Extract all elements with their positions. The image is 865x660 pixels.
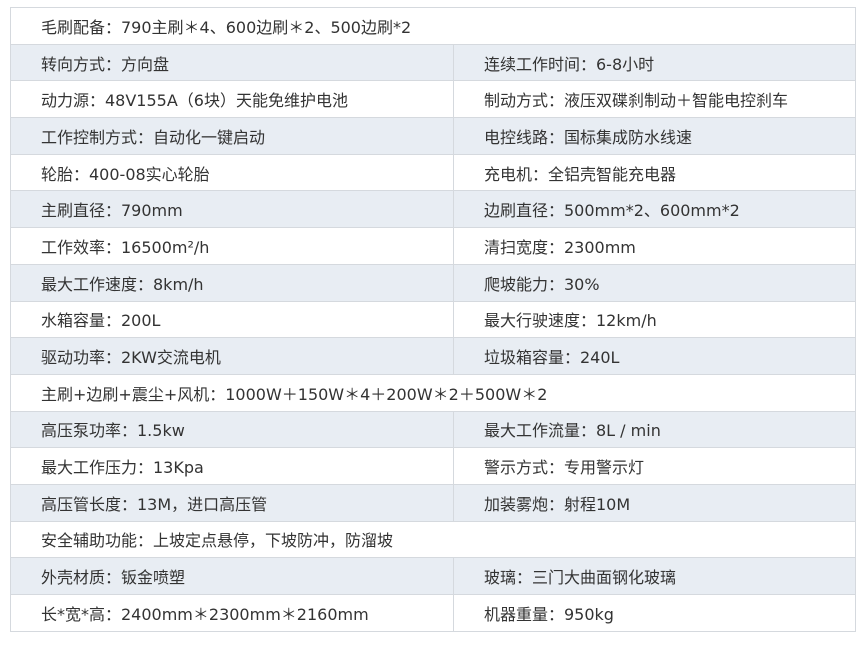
spec-cell: 制动方式：液压双碟刹制动＋智能电控刹车 (453, 80, 856, 119)
spec-row: 毛刷配备：790主刷＊4、600边刷＊2、500边刷*2 (10, 7, 856, 45)
spec-cell: 最大工作速度：8km/h (10, 263, 454, 302)
spec-row: 长*宽*高：2400mm＊2300mm＊2160mm 机器重量：950kg (10, 594, 856, 632)
spec-row: 高压管长度：13M，进口高压管 加装雾炮：射程10M (10, 483, 856, 522)
spec-cell: 充电机：全铝壳智能充电器 (453, 153, 856, 192)
spec-cell: 毛刷配备：790主刷＊4、600边刷＊2、500边刷*2 (10, 7, 856, 45)
spec-cell: 最大工作流量：8L / min (453, 410, 856, 449)
spec-cell: 水箱容量：200L (10, 300, 454, 339)
spec-row: 轮胎：400-08实心轮胎 充电机：全铝壳智能充电器 (10, 153, 856, 192)
spec-table: 毛刷配备：790主刷＊4、600边刷＊2、500边刷*2 转向方式：方向盘 连续工作… (10, 7, 856, 632)
spec-cell: 高压管长度：13M，进口高压管 (10, 483, 454, 522)
spec-cell: 长*宽*高：2400mm＊2300mm＊2160mm (10, 594, 454, 632)
spec-row: 高压泵功率：1.5kw 最大工作流量：8L / min (10, 410, 856, 449)
spec-row: 工作控制方式：自动化一键启动 电控线路：国标集成防水线速 (10, 117, 856, 155)
spec-cell: 安全辅助功能：上坡定点悬停，下坡防冲，防溜坡 (10, 520, 856, 559)
spec-cell: 外壳材质：钣金喷塑 (10, 557, 454, 595)
spec-cell: 连续工作时间：6-8小时 (453, 43, 856, 82)
spec-cell: 工作控制方式：自动化一键启动 (10, 117, 454, 155)
spec-row: 工作效率：16500m²/h 清扫宽度：2300mm (10, 227, 856, 265)
spec-cell: 高压泵功率：1.5kw (10, 410, 454, 449)
spec-cell: 垃圾箱容量：240L (453, 337, 856, 375)
spec-cell: 爬坡能力：30% (453, 263, 856, 302)
spec-cell: 驱动功率：2KW交流电机 (10, 337, 454, 375)
spec-row: 最大工作压力：13Kpa 警示方式：专用警示灯 (10, 447, 856, 485)
spec-row: 主刷直径：790mm 边刷直径：500mm*2、600mm*2 (10, 190, 856, 229)
spec-cell: 转向方式：方向盘 (10, 43, 454, 82)
spec-cell: 最大行驶速度：12km/h (453, 300, 856, 339)
spec-row: 水箱容量：200L 最大行驶速度：12km/h (10, 300, 856, 339)
spec-cell: 轮胎：400-08实心轮胎 (10, 153, 454, 192)
spec-row: 动力源：48V155A（6块）天能免维护电池 制动方式：液压双碟刹制动＋智能电控刹… (10, 80, 856, 119)
spec-cell: 玻璃：三门大曲面钢化玻璃 (453, 557, 856, 595)
spec-cell: 机器重量：950kg (453, 594, 856, 632)
spec-cell: 动力源：48V155A（6块）天能免维护电池 (10, 80, 454, 119)
spec-row: 最大工作速度：8km/h 爬坡能力：30% (10, 263, 856, 302)
spec-row: 驱动功率：2KW交流电机 垃圾箱容量：240L (10, 337, 856, 375)
spec-row: 外壳材质：钣金喷塑 玻璃：三门大曲面钢化玻璃 (10, 557, 856, 595)
spec-cell: 主刷直径：790mm (10, 190, 454, 229)
spec-row: 转向方式：方向盘 连续工作时间：6-8小时 (10, 43, 856, 82)
spec-cell: 边刷直径：500mm*2、600mm*2 (453, 190, 856, 229)
spec-cell: 最大工作压力：13Kpa (10, 447, 454, 485)
spec-cell: 电控线路：国标集成防水线速 (453, 117, 856, 155)
spec-cell: 清扫宽度：2300mm (453, 227, 856, 265)
spec-cell: 加装雾炮：射程10M (453, 483, 856, 522)
spec-cell: 工作效率：16500m²/h (10, 227, 454, 265)
spec-row: 安全辅助功能：上坡定点悬停，下坡防冲，防溜坡 (10, 520, 856, 559)
spec-cell: 警示方式：专用警示灯 (453, 447, 856, 485)
spec-row: 主刷+边刷+震尘+风机：1000W＋150W＊4＋200W＊2＋500W＊2 (10, 373, 856, 412)
spec-cell: 主刷+边刷+震尘+风机：1000W＋150W＊4＋200W＊2＋500W＊2 (10, 373, 856, 412)
